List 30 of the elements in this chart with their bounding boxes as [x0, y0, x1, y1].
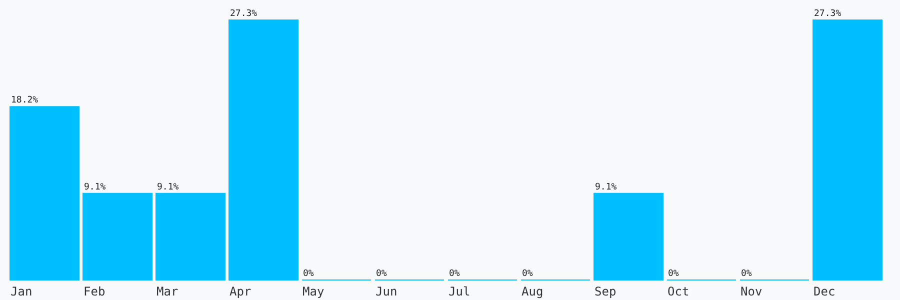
- x-tick-label: Oct: [668, 284, 690, 298]
- x-tick-label: Jul: [448, 284, 470, 298]
- x-tick-label: Feb: [83, 284, 106, 298]
- x-tick-label: Jan: [10, 284, 32, 298]
- data-label: 0%: [376, 269, 388, 279]
- bar: [82, 192, 152, 280]
- x-tick-label: Dec: [814, 284, 836, 298]
- x-tick-label: Nov: [740, 284, 762, 298]
- bar: [812, 20, 882, 280]
- x-tick-label: May: [302, 284, 324, 298]
- x-tick-label: Apr: [229, 284, 252, 298]
- x-tick-label: Sep: [594, 284, 616, 298]
- x-tick-label: Aug: [522, 284, 544, 298]
- bar: [10, 106, 80, 280]
- data-label: 0%: [303, 269, 314, 279]
- x-tick-label: Jun: [376, 284, 398, 298]
- data-label: 27.3%: [814, 9, 842, 19]
- data-label: 9.1%: [595, 182, 618, 192]
- data-label: 18.2%: [11, 96, 39, 106]
- data-label: 9.1%: [84, 182, 106, 192]
- data-label: 0%: [668, 269, 680, 279]
- bar: [156, 192, 226, 280]
- data-label: 0%: [522, 269, 534, 279]
- bar: [594, 192, 664, 280]
- data-label: 9.1%: [157, 182, 180, 192]
- data-label: 0%: [741, 269, 752, 279]
- data-label: 0%: [449, 269, 460, 279]
- x-tick-label: Mar: [156, 284, 178, 298]
- bar: [228, 20, 298, 280]
- data-label: 27.3%: [230, 9, 258, 19]
